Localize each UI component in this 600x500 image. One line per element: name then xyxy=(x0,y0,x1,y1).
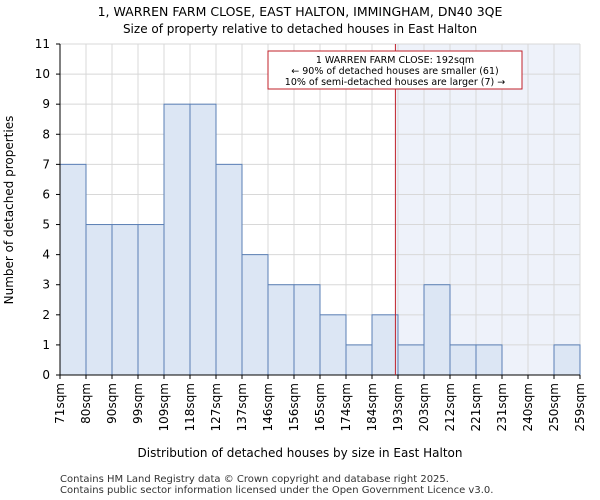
bar xyxy=(267,284,295,376)
x-tick-label: 156sqm xyxy=(287,383,301,431)
bar xyxy=(449,344,477,376)
bar xyxy=(189,103,217,376)
x-tick-label: 90sqm xyxy=(105,383,119,424)
x-tick-label: 184sqm xyxy=(365,383,379,431)
x-tick-label: 118sqm xyxy=(183,383,197,431)
y-tick-label: 4 xyxy=(42,248,50,262)
x-tick-label: 109sqm xyxy=(157,383,171,431)
y-tick-label: 0 xyxy=(42,368,50,382)
y-tick-label: 3 xyxy=(42,278,50,292)
y-tick-label: 10 xyxy=(35,67,50,81)
bar xyxy=(423,284,451,376)
bar xyxy=(85,224,113,376)
x-tick-label: 99sqm xyxy=(131,383,145,424)
bar xyxy=(553,344,581,376)
bar xyxy=(475,344,503,376)
x-tick-label: 71sqm xyxy=(53,383,67,424)
x-tick-label: 146sqm xyxy=(261,383,275,431)
footer-line-2: Contains public sector information licen… xyxy=(60,485,494,496)
x-tick-label: 240sqm xyxy=(521,383,535,431)
bar xyxy=(111,224,139,376)
y-tick-label: 6 xyxy=(42,187,50,201)
y-tick-label: 11 xyxy=(35,37,50,51)
x-tick-label: 80sqm xyxy=(79,383,93,424)
chart-subtitle: Size of property relative to detached ho… xyxy=(123,22,477,36)
y-tick-label: 5 xyxy=(42,218,50,232)
highlight-region xyxy=(395,44,580,375)
bar xyxy=(59,163,87,376)
x-tick-label: 203sqm xyxy=(417,383,431,431)
bar xyxy=(345,344,373,376)
annotation-box: 1 WARREN FARM CLOSE: 192sqm ← 90% of det… xyxy=(267,50,523,90)
bar xyxy=(215,163,243,376)
footer-line-1: Contains HM Land Registry data © Crown c… xyxy=(60,474,449,485)
bar xyxy=(397,344,425,376)
bar xyxy=(163,103,191,376)
y-tick-label: 9 xyxy=(42,97,50,111)
annotation-line-1: 1 WARREN FARM CLOSE: 192sqm xyxy=(316,55,474,66)
annotation-line-3: 10% of semi-detached houses are larger (… xyxy=(285,77,505,88)
annotation-line-2: ← 90% of detached houses are smaller (61… xyxy=(291,66,498,77)
bar xyxy=(293,284,321,376)
y-tick-label: 1 xyxy=(42,338,50,352)
x-tick-label: 174sqm xyxy=(339,383,353,431)
y-tick-label: 7 xyxy=(42,157,50,171)
chart-title: 1, WARREN FARM CLOSE, EAST HALTON, IMMIN… xyxy=(98,4,503,19)
x-tick-label: 231sqm xyxy=(495,383,509,431)
y-tick-label: 8 xyxy=(42,127,50,141)
x-tick-label: 127sqm xyxy=(209,383,223,431)
bar xyxy=(241,254,269,376)
x-tick-label: 250sqm xyxy=(547,383,561,431)
y-axis-label: Number of detached properties xyxy=(2,116,16,305)
x-axis-label: Distribution of detached houses by size … xyxy=(138,446,463,460)
x-tick-label: 137sqm xyxy=(235,383,249,431)
x-tick-label: 165sqm xyxy=(313,383,327,431)
x-tick-label: 221sqm xyxy=(469,383,483,431)
y-tick-label: 2 xyxy=(42,308,50,322)
bar xyxy=(371,314,399,376)
x-tick-label: 259sqm xyxy=(573,383,587,431)
x-tick-label: 193sqm xyxy=(391,383,405,431)
annotation-box-border xyxy=(267,50,523,90)
bar xyxy=(137,224,165,376)
x-tick-label: 212sqm xyxy=(443,383,457,431)
bar xyxy=(319,314,347,376)
